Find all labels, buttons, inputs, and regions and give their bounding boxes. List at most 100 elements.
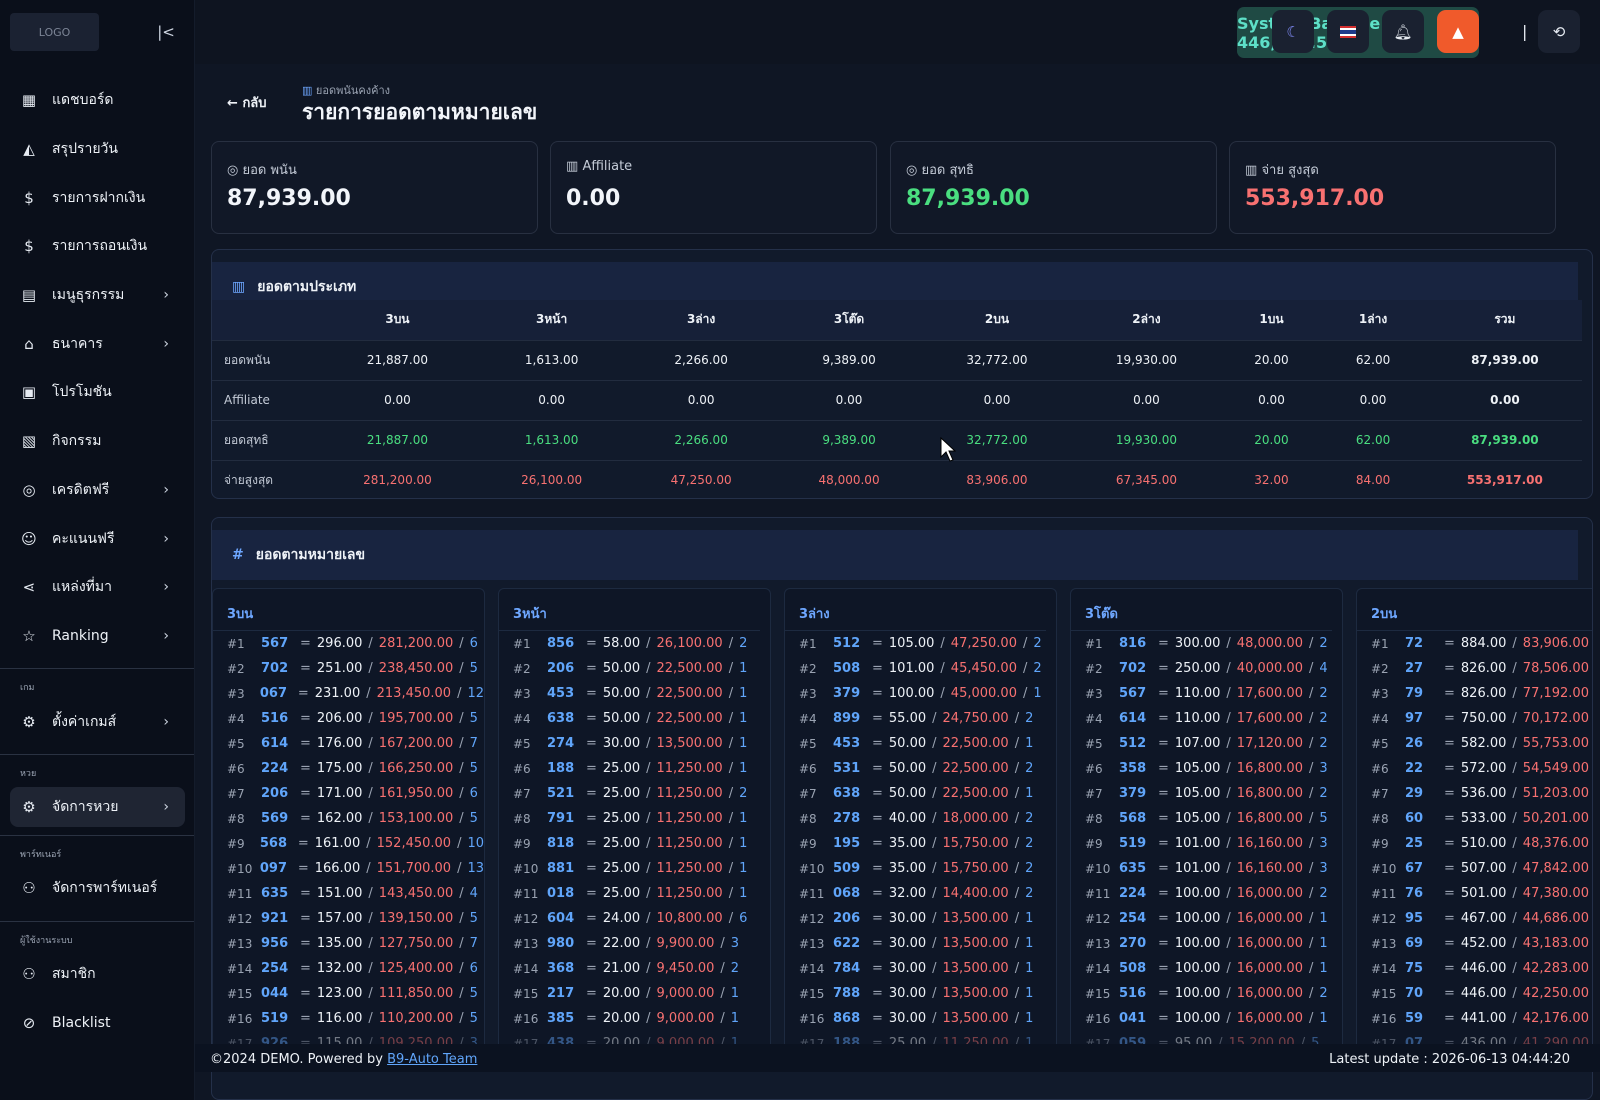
equals-sign: =	[300, 911, 311, 926]
sidebar-item[interactable]: ⚙ ตั้งค่าเกมส์ ›	[0, 697, 194, 746]
stat-card: ▥ จ่าย สูงสุด 553,917.00	[1229, 141, 1556, 234]
copyright: ©2024 DEMO. Powered by B9-Auto Team	[210, 1052, 477, 1067]
slash: /	[459, 786, 464, 801]
payout-amount: 161,950.00	[378, 786, 454, 801]
bet-count: 1	[1025, 936, 1034, 951]
logout-button[interactable]: ⟲	[1538, 10, 1580, 53]
payout-amount: 16,800.00	[1236, 786, 1303, 801]
sidebar-item[interactable]: ⚇ สมาชิก	[0, 950, 194, 999]
gear-icon: ⚙	[22, 797, 36, 816]
number-row: #9 519 = 101.00 / 16,160.00 / 3	[1071, 831, 1342, 856]
sidebar-item[interactable]: ⚙ จัดการหวย ›	[10, 786, 185, 827]
bet-count: 1	[739, 761, 748, 776]
sidebar-divider	[0, 668, 194, 670]
payout-amount: 16,000.00	[1236, 911, 1303, 926]
sidebar-item[interactable]: ▦ แดชบอร์ด	[0, 76, 194, 125]
lottery-number: 76	[1405, 886, 1424, 901]
lottery-number: 531	[833, 761, 861, 776]
slash: /	[368, 886, 373, 901]
bet-count: 2	[1319, 711, 1328, 726]
number-column-title: 3บน	[213, 589, 474, 631]
notification-button[interactable]: 🔔︎	[1382, 10, 1424, 53]
rank: #11	[1085, 886, 1111, 901]
number-row: #1 567 = 296.00 / 281,200.00 / 6	[213, 631, 484, 656]
slash: /	[1014, 986, 1020, 1001]
rank: #13	[1085, 936, 1111, 951]
bet-count: 2	[739, 636, 748, 651]
bet-amount: 110.00	[1174, 711, 1221, 726]
rank: #8	[1371, 811, 1389, 826]
sidebar-item[interactable]: ▧ กิจกรรม	[0, 417, 194, 466]
sidebar-item-label: แหล่งที่มา	[52, 579, 112, 596]
equals-sign: =	[586, 636, 597, 651]
sidebar-item[interactable]: ▣ โปรโมชัน	[0, 368, 194, 417]
dark-mode-button[interactable]: ☾	[1272, 10, 1314, 53]
lottery-number: 516	[261, 711, 289, 726]
slash: /	[1014, 1011, 1020, 1026]
slash: /	[1308, 761, 1314, 776]
bet-count: 6	[469, 636, 478, 651]
logo[interactable]: LOGO	[10, 13, 99, 51]
bet-amount: 30.00	[888, 961, 927, 976]
slash: /	[1218, 1036, 1222, 1051]
lottery-number: 254	[1119, 911, 1147, 926]
slash: /	[932, 961, 937, 976]
payout-amount: 13,500.00	[942, 1011, 1009, 1026]
sidebar-item[interactable]: ⊘ Blacklist	[0, 998, 194, 1047]
payout-amount: 127,750.00	[378, 936, 454, 951]
bet-amount: 101.00	[1174, 861, 1221, 876]
sidebar-item-label: สมาชิก	[52, 965, 96, 982]
equals-sign: =	[300, 636, 311, 651]
payout-amount: 15,750.00	[942, 861, 1009, 876]
slash: /	[1512, 836, 1517, 851]
bet-count: 7	[469, 736, 478, 751]
rank: #9	[1085, 836, 1103, 851]
sidebar-section-title: เกม	[20, 683, 35, 694]
breadcrumb-label: ยอดพนันคงค้าง	[315, 84, 391, 97]
bet-count: 5	[469, 711, 478, 726]
equals-sign: =	[1444, 711, 1455, 726]
sidebar-item[interactable]: ☺ คะแนนฟรี ›	[0, 514, 194, 563]
slash: /	[728, 861, 734, 876]
number-row: #13 980 = 22.00 / 9,900.00 / 3	[499, 931, 770, 956]
slash: /	[1512, 886, 1517, 901]
payout-amount: 22,500.00	[942, 786, 1009, 801]
rank: #12	[799, 911, 825, 926]
lottery-number: 635	[261, 886, 289, 901]
sidebar-item[interactable]: ⌂ ธนาคาร ›	[0, 319, 194, 368]
sidebar-item[interactable]: ⋖ แหล่งที่มา ›	[0, 563, 194, 612]
sidebar-item[interactable]: ⚇ จัดการพาร์ทเนอร์	[0, 864, 194, 913]
rank: #3	[1371, 686, 1389, 701]
collapse-sidebar-icon[interactable]: |<	[157, 23, 175, 41]
bet-amount: 157.00	[316, 911, 363, 926]
number-row: #14 508 = 100.00 / 16,000.00 / 1	[1071, 956, 1342, 981]
sidebar-item[interactable]: ☆ Ranking ›	[0, 612, 194, 661]
bet-amount: 206.00	[316, 711, 363, 726]
summary-cell: 67,345.00	[1068, 459, 1225, 498]
lottery-number: 568	[259, 836, 288, 851]
sidebar-item[interactable]: $ รายการฝากเงิน	[0, 173, 194, 222]
slash: /	[1308, 1011, 1314, 1026]
alert-button[interactable]: ▲	[1437, 10, 1479, 53]
rank: #15	[227, 986, 253, 1001]
sidebar-item[interactable]: ▤ เมนูธุรกรรม ›	[0, 271, 194, 320]
slash: /	[932, 836, 937, 851]
equals-sign: =	[1158, 836, 1169, 851]
equals-sign: =	[586, 886, 597, 901]
sidebar-item[interactable]: ◭ สรุปรายวัน	[0, 125, 194, 174]
sidebar-item[interactable]: $ รายการถอนเงิน	[0, 222, 194, 271]
language-button[interactable]	[1327, 10, 1369, 53]
payout-amount: 14,400.00	[942, 886, 1009, 901]
number-row: #10 635 = 101.00 / 16,160.00 / 3	[1071, 856, 1342, 881]
number-row: #3 067 = 231.00 / 213,450.00 / 12	[213, 681, 484, 706]
number-row: #8 569 = 162.00 / 153,100.00 / 5	[213, 806, 484, 831]
lottery-number: 568	[1119, 811, 1147, 826]
back-button[interactable]: ← กลับ	[227, 92, 267, 113]
powered-by-link[interactable]: B9-Auto Team	[387, 1052, 478, 1067]
sidebar-item[interactable]: ◎ เครดิตฟรี ›	[0, 466, 194, 515]
rank: #8	[227, 811, 245, 826]
number-column-title: 2บน	[1357, 589, 1592, 631]
sidebar-item-label: จัดการพาร์ทเนอร์	[52, 880, 158, 897]
lottery-number: 72	[1405, 636, 1424, 651]
payout-amount: 78,506.00	[1522, 661, 1589, 676]
